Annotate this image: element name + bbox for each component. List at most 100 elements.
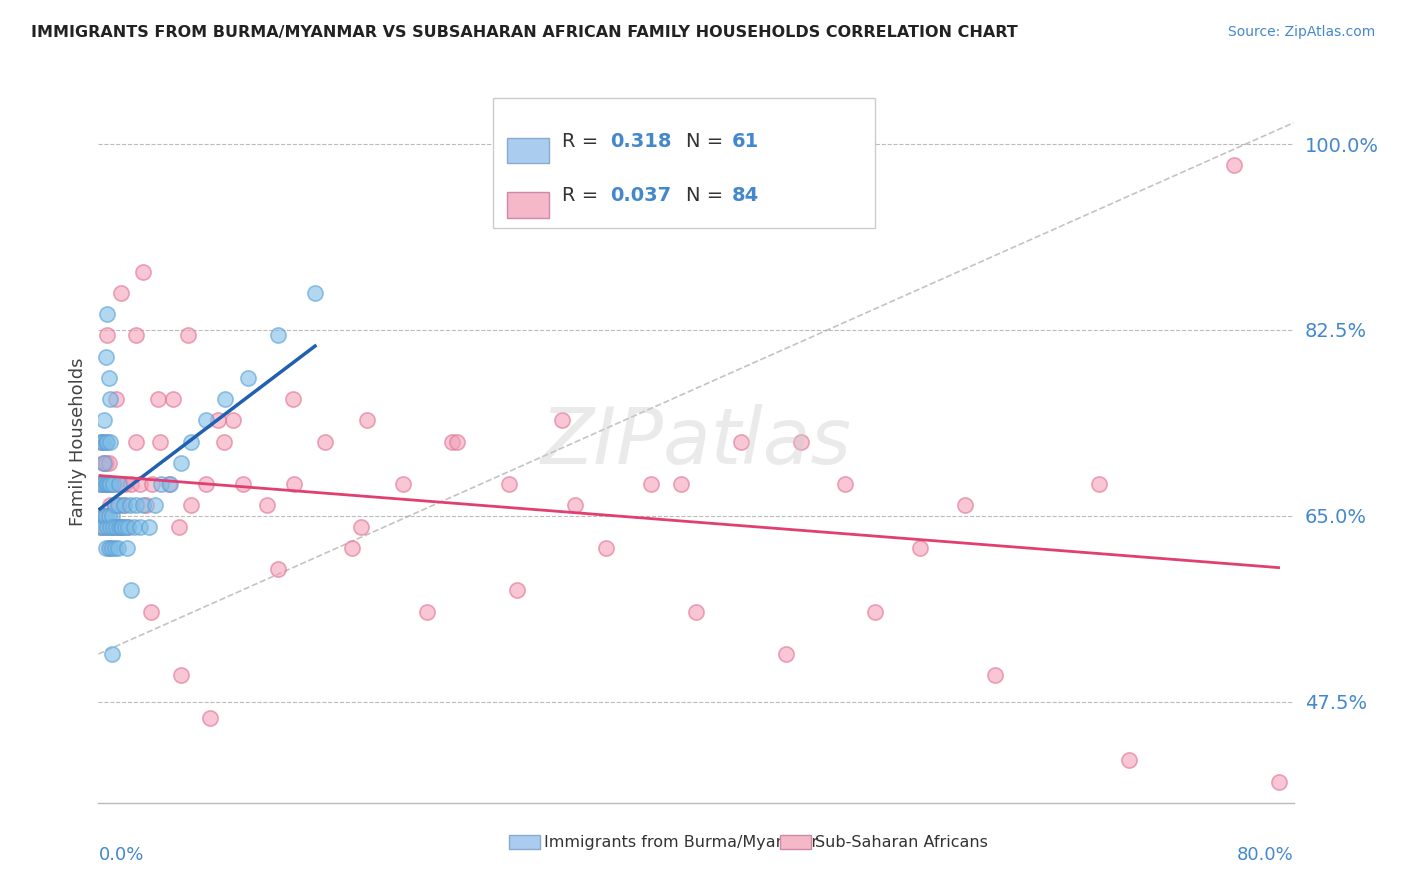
Point (236, 371, 259, 385)
Point (114, 519, 136, 533)
Point (97, 371, 120, 385)
Point (98, 434, 122, 449)
Text: Source: ZipAtlas.com: Source: ZipAtlas.com (1227, 25, 1375, 39)
Point (685, 605, 707, 619)
FancyBboxPatch shape (494, 98, 876, 228)
Point (91, 477, 114, 491)
Point (98, 498, 122, 512)
Point (789, 434, 811, 449)
Point (775, 647, 797, 661)
Point (110, 285, 132, 300)
Text: N =: N = (686, 186, 730, 205)
Point (1118, 753, 1140, 767)
Point (97, 508, 120, 523)
Point (90, 434, 112, 449)
Point (112, 498, 135, 512)
Point (595, 541, 617, 555)
Point (169, 456, 191, 470)
Point (177, 328, 200, 343)
Point (91, 519, 114, 533)
Text: 80.0%: 80.0% (1237, 847, 1294, 864)
Text: Immigrants from Burma/Myanmar: Immigrants from Burma/Myanmar (544, 835, 818, 849)
Point (97, 477, 120, 491)
Point (506, 583, 529, 598)
Point (143, 498, 166, 512)
Point (96, 328, 118, 343)
Point (138, 519, 160, 533)
Point (94, 508, 117, 523)
Point (117, 519, 139, 533)
Point (350, 519, 373, 533)
Text: ZIPatlas: ZIPatlas (540, 403, 852, 480)
Point (101, 477, 124, 491)
Point (441, 434, 464, 449)
Point (125, 498, 148, 512)
Point (97, 456, 120, 470)
Point (132, 264, 155, 278)
Point (94, 508, 117, 523)
Point (342, 541, 364, 555)
Point (1223, 158, 1246, 172)
Text: N =: N = (686, 132, 730, 152)
Point (564, 498, 586, 512)
Point (640, 477, 662, 491)
Point (167, 519, 190, 533)
Point (108, 477, 131, 491)
Point (91, 434, 114, 449)
Point (498, 477, 520, 491)
Point (103, 477, 125, 491)
Point (107, 519, 129, 533)
Point (90, 519, 112, 533)
Point (97, 541, 120, 555)
Point (267, 562, 290, 576)
Point (108, 519, 131, 533)
Point (98, 392, 122, 406)
Point (94, 456, 117, 470)
Point (129, 519, 152, 533)
Point (104, 498, 127, 512)
FancyBboxPatch shape (508, 192, 548, 218)
Point (132, 498, 155, 512)
Point (141, 477, 163, 491)
Point (98, 477, 122, 491)
Point (129, 477, 152, 491)
Point (169, 668, 191, 682)
Text: 0.037: 0.037 (610, 186, 671, 205)
Point (200, 711, 222, 725)
Point (96, 307, 118, 321)
Point (150, 477, 173, 491)
Point (304, 285, 326, 300)
Point (283, 477, 305, 491)
Point (101, 519, 124, 533)
Point (195, 413, 218, 427)
Text: 0.0%: 0.0% (98, 847, 143, 864)
Text: IMMIGRANTS FROM BURMA/MYANMAR VS SUBSAHARAN AFRICAN FAMILY HOUSEHOLDS CORRELATIO: IMMIGRANTS FROM BURMA/MYANMAR VS SUBSAHA… (31, 25, 1018, 40)
Point (110, 477, 132, 491)
Point (159, 477, 181, 491)
Point (96, 477, 118, 491)
Point (124, 519, 146, 533)
Point (93, 456, 115, 470)
Point (91, 456, 114, 470)
Point (953, 498, 976, 512)
Point (105, 519, 128, 533)
Text: R =: R = (562, 132, 605, 152)
Point (1088, 477, 1111, 491)
Point (730, 434, 752, 449)
FancyBboxPatch shape (508, 137, 548, 163)
Point (267, 328, 290, 343)
Text: Sub-Saharan Africans: Sub-Saharan Africans (815, 835, 988, 849)
Point (148, 392, 170, 406)
Point (834, 477, 856, 491)
Y-axis label: Family Households: Family Households (69, 358, 87, 525)
Point (207, 413, 229, 427)
Point (101, 508, 124, 523)
Point (98, 541, 122, 555)
Point (125, 434, 148, 449)
Point (162, 392, 184, 406)
Point (103, 519, 125, 533)
Point (93, 519, 115, 533)
Point (101, 647, 124, 661)
Point (112, 498, 135, 512)
Point (1267, 774, 1289, 789)
